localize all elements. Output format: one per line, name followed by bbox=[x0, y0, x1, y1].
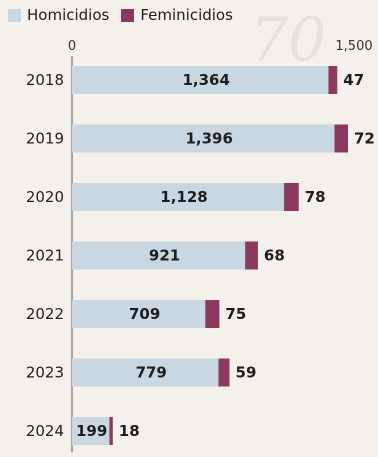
bar-homicidios bbox=[72, 241, 246, 270]
bar-feminicidios bbox=[334, 124, 348, 153]
value-label-homicidios: 199 bbox=[76, 422, 107, 440]
value-label-feminicidios: 68 bbox=[264, 247, 285, 265]
legend-swatch-homicidios bbox=[8, 8, 21, 22]
bar-feminicidios bbox=[328, 66, 338, 94]
bar-homicidios bbox=[72, 417, 110, 445]
legend-swatch-feminicidios bbox=[121, 8, 135, 22]
x-tick-label: 1,500 bbox=[335, 39, 372, 54]
category-label: 2020 bbox=[26, 188, 64, 206]
bar-homicidios bbox=[72, 124, 335, 153]
category-label: 2023 bbox=[26, 364, 64, 382]
value-label-feminicidios: 18 bbox=[119, 422, 140, 440]
value-label-homicidios: 1,128 bbox=[160, 188, 207, 206]
legend: Homicidios Feminicidios bbox=[8, 6, 245, 24]
bar-feminicidios bbox=[109, 417, 113, 445]
bar-feminicidios bbox=[218, 358, 230, 387]
value-label-feminicidios: 75 bbox=[225, 305, 246, 323]
value-label-feminicidios: 59 bbox=[236, 364, 257, 382]
bar-homicidios bbox=[72, 358, 219, 387]
value-label-homicidios: 779 bbox=[136, 364, 167, 382]
legend-item-feminicidios: Feminicidios bbox=[121, 6, 233, 24]
value-label-homicidios: 709 bbox=[129, 305, 160, 323]
category-label: 2022 bbox=[26, 305, 64, 323]
value-label-homicidios: 1,396 bbox=[185, 130, 232, 148]
bar-homicidios bbox=[72, 183, 285, 211]
bar-homicidios bbox=[72, 300, 206, 328]
legend-label-homicidios: Homicidios bbox=[27, 6, 110, 24]
value-label-homicidios: 921 bbox=[149, 247, 180, 265]
bar-homicidios bbox=[72, 66, 329, 94]
bar-feminicidios bbox=[284, 183, 299, 211]
bar-feminicidios bbox=[245, 241, 258, 270]
legend-item-homicidios: Homicidios bbox=[8, 6, 109, 24]
category-label: 2019 bbox=[26, 130, 64, 148]
category-label: 2024 bbox=[26, 422, 64, 440]
value-label-feminicidios: 47 bbox=[343, 71, 364, 89]
category-label: 2018 bbox=[26, 71, 64, 89]
x-tick-label: 0 bbox=[68, 39, 76, 54]
value-label-feminicidios: 72 bbox=[354, 130, 375, 148]
value-label-homicidios: 1,364 bbox=[182, 71, 229, 89]
legend-label-feminicidios: Feminicidios bbox=[140, 6, 233, 24]
bar-feminicidios bbox=[205, 300, 220, 328]
value-label-feminicidios: 78 bbox=[305, 188, 326, 206]
category-label: 2021 bbox=[26, 247, 64, 265]
